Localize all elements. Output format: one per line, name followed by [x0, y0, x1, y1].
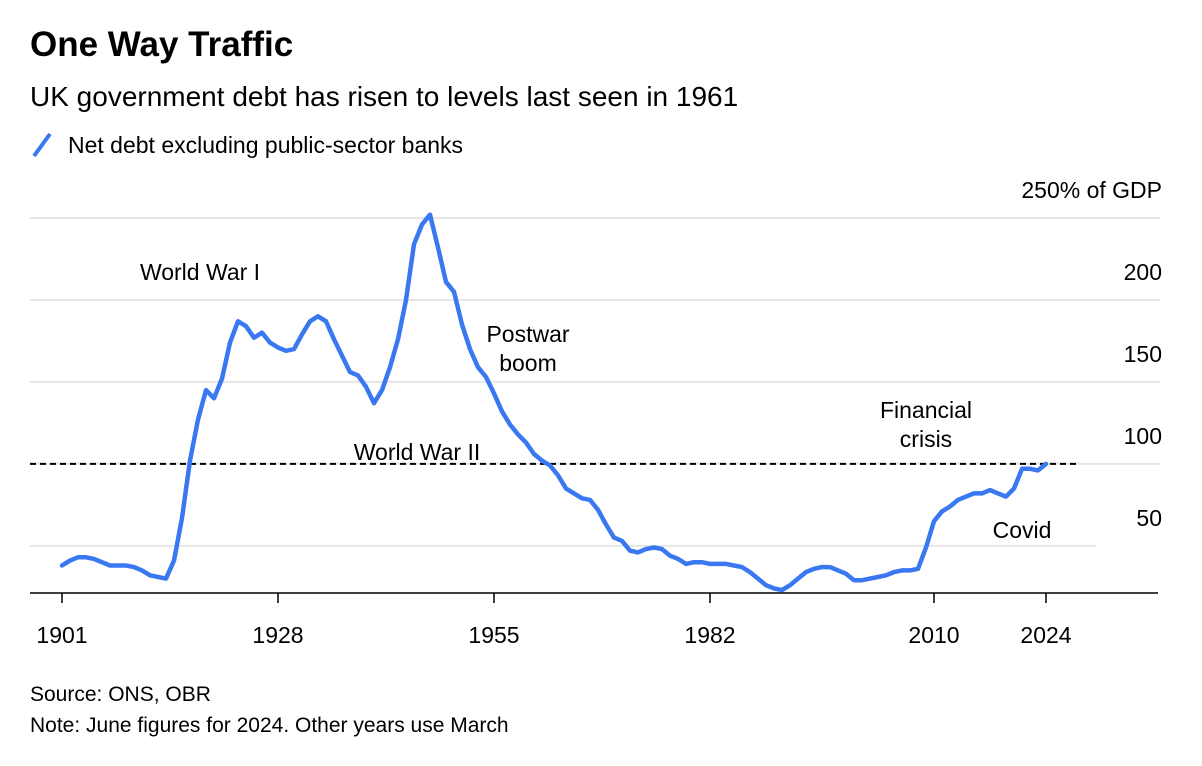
annotation: Financial: [880, 397, 972, 423]
x-tick-label: 2010: [908, 622, 959, 648]
legend-swatch: [32, 132, 52, 158]
y-tick-label: 100: [1124, 423, 1162, 449]
y-tick-label: 150: [1124, 341, 1162, 367]
chart-subtitle: UK government debt has risen to levels l…: [30, 81, 738, 112]
annotation: Postwar: [486, 321, 569, 347]
y-tick-label: 250% of GDP: [1021, 177, 1162, 203]
x-tick-label: 1901: [36, 622, 87, 648]
data-line: [59, 212, 1049, 593]
x-tick-label: 1982: [684, 622, 735, 648]
annotation: boom: [499, 350, 557, 376]
note: Note: June figures for 2024. Other years…: [30, 714, 509, 737]
y-tick-label: 50: [1136, 505, 1162, 531]
annotation: World War II: [354, 439, 481, 465]
x-tick-label: 1955: [468, 622, 519, 648]
source: Source: ONS, OBR: [30, 683, 211, 706]
legend-label: Net debt excluding public-sector banks: [68, 132, 463, 158]
x-tick-label: 1928: [252, 622, 303, 648]
x-tick-label: 2024: [1020, 622, 1071, 648]
y-tick-label: 200: [1124, 259, 1162, 285]
annotation: crisis: [900, 426, 952, 452]
annotation: Covid: [993, 517, 1052, 543]
annotation: World War I: [140, 259, 260, 285]
chart-title: One Way Traffic: [30, 25, 293, 64]
